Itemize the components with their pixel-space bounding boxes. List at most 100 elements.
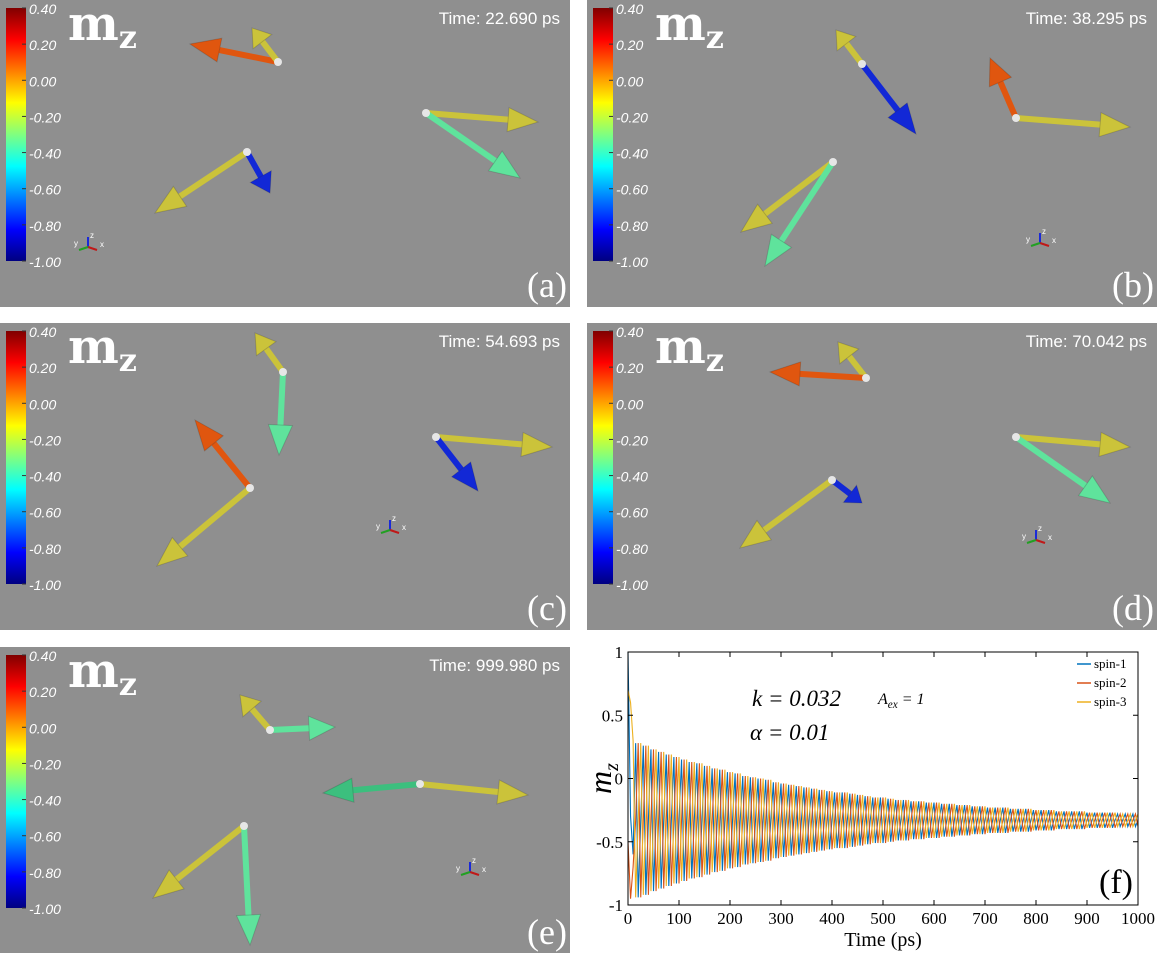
panel-title: mz [68, 643, 137, 703]
triad-label: x [1052, 236, 1056, 245]
spin-shaft [211, 441, 253, 490]
colorbar-tick-label: -1.00 [616, 254, 648, 270]
spin-head [267, 423, 294, 457]
annotation: k = 0.032 [752, 686, 841, 711]
time-label: Time: 22.690 ps [439, 9, 560, 28]
spin-head [520, 431, 554, 458]
spin-site [858, 60, 866, 68]
x-tick-label: 300 [768, 909, 794, 928]
triad-label: x [100, 240, 104, 249]
spin-head [506, 106, 540, 133]
panel-title: mz [68, 319, 137, 379]
y-axis-label-part: z [601, 763, 623, 772]
spin-shaft [997, 80, 1019, 120]
x-tick-label: 800 [1023, 909, 1049, 928]
spin-shaft [241, 825, 252, 916]
legend-label: spin-2 [1094, 675, 1127, 690]
annotation: α = 0.01 [750, 720, 829, 745]
x-tick-label: 100 [666, 909, 692, 928]
spin-site [416, 780, 424, 788]
spin-shaft [424, 110, 498, 164]
spin-head [155, 536, 189, 567]
colorbar-tick-label: -0.60 [616, 505, 648, 521]
triad-label: z [1042, 227, 1046, 236]
panel-title-part: m [655, 0, 706, 52]
triad-y [78, 246, 89, 251]
colorbar-tick-label: 0.00 [616, 396, 643, 412]
colorbar-tick-label: 0.40 [29, 1, 56, 17]
panel-label: (e) [527, 912, 567, 952]
y-tick-label: -0.5 [596, 833, 623, 852]
panel-title-part: z [706, 18, 724, 56]
panel-label: (b) [1112, 265, 1154, 305]
time-label: Time: 54.693 ps [439, 332, 560, 351]
colorbar-tick-label: -0.80 [29, 218, 61, 234]
panel-title: mz [68, 0, 137, 56]
spin-shaft [249, 707, 273, 732]
panel-label: (f) [1099, 864, 1133, 901]
spin-shaft [244, 150, 264, 179]
x-tick-label: 0 [624, 909, 633, 928]
colorbar [6, 655, 26, 908]
spin-shaft [846, 354, 869, 380]
spin-site [1012, 433, 1020, 441]
spin-head [307, 715, 337, 741]
series-line [627, 743, 1139, 899]
spin-site [246, 484, 254, 492]
spin-head [1077, 475, 1112, 504]
spin-site [240, 822, 248, 830]
spin-head [835, 29, 857, 52]
spin-head [738, 519, 773, 549]
spin-head [254, 332, 277, 357]
triad-label: z [392, 514, 396, 523]
spin-head [988, 56, 1013, 88]
panel-label: (d) [1112, 588, 1154, 628]
spin-head [251, 27, 273, 50]
line-chart: 0 100 200 300 400 500 600 700 800 900 1000 -1 -0.5 0 0… [582, 643, 1155, 951]
colorbar-tick-label: -0.40 [29, 793, 61, 809]
spin-site [432, 433, 440, 441]
annotation-part: ex [888, 699, 898, 711]
x-tick-label: 600 [921, 909, 947, 928]
colorbar-tick-label: -0.40 [29, 469, 61, 485]
triad-x [389, 529, 400, 534]
y-tick-label: -1 [609, 896, 623, 915]
spin-shaft [778, 160, 836, 243]
spin-shaft [178, 149, 249, 199]
colorbar-tick-label: -0.80 [29, 865, 61, 881]
spin-shaft [178, 485, 252, 550]
colorbar [593, 8, 613, 261]
triad-x [1035, 539, 1046, 544]
colorbar-tick-label: -0.80 [616, 541, 648, 557]
colorbar-tick-label: 0.40 [616, 1, 643, 17]
spin-shaft [435, 434, 523, 448]
spin-head [1098, 111, 1132, 138]
spin-shaft [269, 725, 310, 733]
spin-head [153, 185, 188, 214]
colorbar-tick-label: -0.20 [616, 432, 648, 448]
x-tick-label: 900 [1074, 909, 1100, 928]
panel-title-part: m [68, 319, 119, 375]
colorbar-tick-label: 0.20 [29, 684, 56, 700]
colorbar-tick-label: -0.20 [616, 109, 648, 125]
spin-shaft [218, 47, 279, 65]
spin-head [235, 913, 262, 947]
spin-shaft [1015, 115, 1101, 128]
colorbar-tick-label: -0.40 [616, 146, 648, 162]
spin-site [279, 368, 287, 376]
annotation-part: A [877, 691, 888, 708]
spin-head [764, 233, 793, 268]
spin-shaft [859, 62, 901, 113]
spin-head [1098, 431, 1132, 458]
spin-shaft [277, 371, 286, 426]
colorbar-tick-label: -0.40 [616, 469, 648, 485]
panel-background [587, 323, 1157, 630]
panel-title-part: z [119, 341, 137, 379]
colorbar-tick-label: 0.40 [29, 324, 56, 340]
colorbar-tick-label: 0.40 [29, 648, 56, 664]
colorbar-tick-label: -0.40 [29, 146, 61, 162]
